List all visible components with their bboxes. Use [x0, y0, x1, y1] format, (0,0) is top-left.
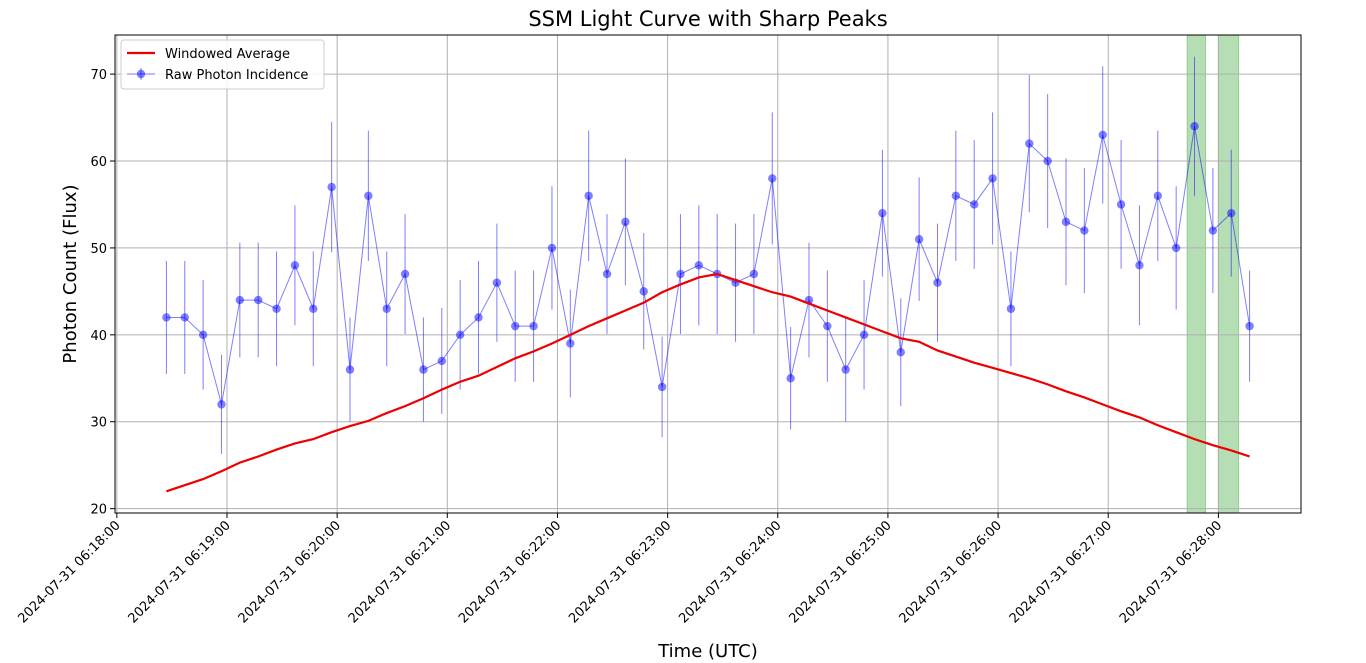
data-point [529, 321, 538, 331]
data-point [474, 313, 483, 322]
data-point [1098, 130, 1107, 140]
data-point [162, 313, 171, 322]
data-point [566, 339, 575, 348]
data-point [1135, 261, 1144, 270]
y-tick-label: 60 [90, 155, 107, 170]
y-tick-label: 30 [90, 416, 107, 431]
x-tick-label: 2024-07-31 06:27:00 [1007, 518, 1115, 626]
data-point [621, 217, 630, 227]
data-point [1208, 226, 1218, 235]
data-point [639, 287, 648, 296]
data-point [584, 191, 593, 200]
errorbars [165, 56, 1251, 454]
x-tick-label: 2024-07-31 06:28:00 [1117, 518, 1225, 626]
data-point [1080, 226, 1089, 235]
data-point [657, 382, 667, 392]
data-point [1171, 243, 1181, 253]
data-point [1061, 217, 1071, 227]
y-tick-label: 70 [90, 68, 107, 83]
legend-raw-marker [136, 69, 146, 79]
data-point [364, 191, 373, 200]
data-point [180, 313, 189, 322]
data-point [382, 304, 391, 313]
highlight-spans [1186, 34, 1240, 514]
data-point [400, 269, 410, 279]
data-point [933, 278, 942, 287]
y-tick-label: 20 [90, 503, 107, 518]
data-point [951, 191, 961, 200]
data-point [1025, 139, 1034, 148]
data-point [1245, 321, 1254, 331]
x-tick-label: 2024-07-31 06:19:00 [126, 518, 234, 626]
raw-points [162, 122, 1254, 409]
data-point [290, 261, 300, 270]
data-point [492, 278, 502, 287]
data-point [970, 200, 979, 209]
data-point [1116, 200, 1126, 209]
data-point [914, 235, 924, 244]
data-point [235, 295, 245, 305]
grid [115, 35, 1301, 513]
x-axis-label: Time (UTC) [657, 641, 758, 662]
chart-title: SSM Light Curve with Sharp Peaks [528, 7, 887, 31]
data-point [749, 269, 759, 279]
legend-average-label: Windowed Average [165, 47, 290, 62]
x-tick-label: 2024-07-31 06:26:00 [897, 518, 1005, 626]
data-point [217, 400, 226, 409]
data-point [602, 269, 612, 279]
data-point [878, 208, 887, 218]
x-tick-label: 2024-07-31 06:22:00 [456, 518, 564, 626]
highlight-span [1217, 34, 1240, 514]
legend: Windowed Average Raw Photon Incidence [120, 39, 325, 90]
data-point [1006, 304, 1016, 313]
data-point [1043, 156, 1052, 166]
data-point [768, 174, 777, 183]
average-series-line [166, 272, 1250, 493]
average-line [166, 272, 1250, 493]
plot-frame [114, 34, 1302, 514]
data-point [859, 330, 869, 340]
data-point [841, 365, 850, 374]
data-point [345, 365, 355, 374]
y-tick-label: 50 [90, 242, 107, 257]
data-point [1190, 122, 1199, 131]
y-axis-ticks: 20 30 40 50 60 70 [90, 68, 115, 518]
legend-box [120, 39, 325, 90]
data-point [327, 182, 336, 192]
data-point [437, 356, 446, 366]
y-axis-label: Photon Count (Flux) [60, 184, 81, 363]
data-point [1153, 191, 1162, 200]
data-point [694, 261, 704, 270]
data-point [823, 321, 832, 331]
data-point [198, 330, 208, 340]
data-point [511, 321, 520, 331]
data-point [547, 243, 557, 253]
data-point [988, 174, 997, 183]
x-tick-label: 2024-07-31 06:21:00 [346, 518, 454, 626]
data-point [676, 269, 685, 279]
raw-line [166, 126, 1251, 405]
data-point [309, 304, 318, 313]
data-point [786, 374, 795, 383]
data-point [419, 365, 428, 374]
data-point [272, 304, 281, 313]
x-tick-label: 2024-07-31 06:18:00 [15, 518, 123, 626]
data-point [1227, 208, 1236, 218]
data-point [896, 348, 905, 357]
x-axis-ticks: 2024-07-31 06:18:00 2024-07-31 06:19:00 20… [15, 513, 1225, 626]
x-tick-label: 2024-07-31 06:23:00 [566, 518, 674, 626]
x-tick-label: 2024-07-31 06:24:00 [676, 518, 784, 626]
data-point [254, 295, 263, 305]
data-point [455, 330, 465, 340]
legend-raw-label: Raw Photon Incidence [165, 68, 308, 83]
x-tick-label: 2024-07-31 06:25:00 [787, 518, 895, 626]
x-tick-label: 2024-07-31 06:20:00 [236, 518, 344, 626]
raw-series-line [166, 126, 1251, 405]
y-tick-label: 40 [90, 329, 107, 344]
